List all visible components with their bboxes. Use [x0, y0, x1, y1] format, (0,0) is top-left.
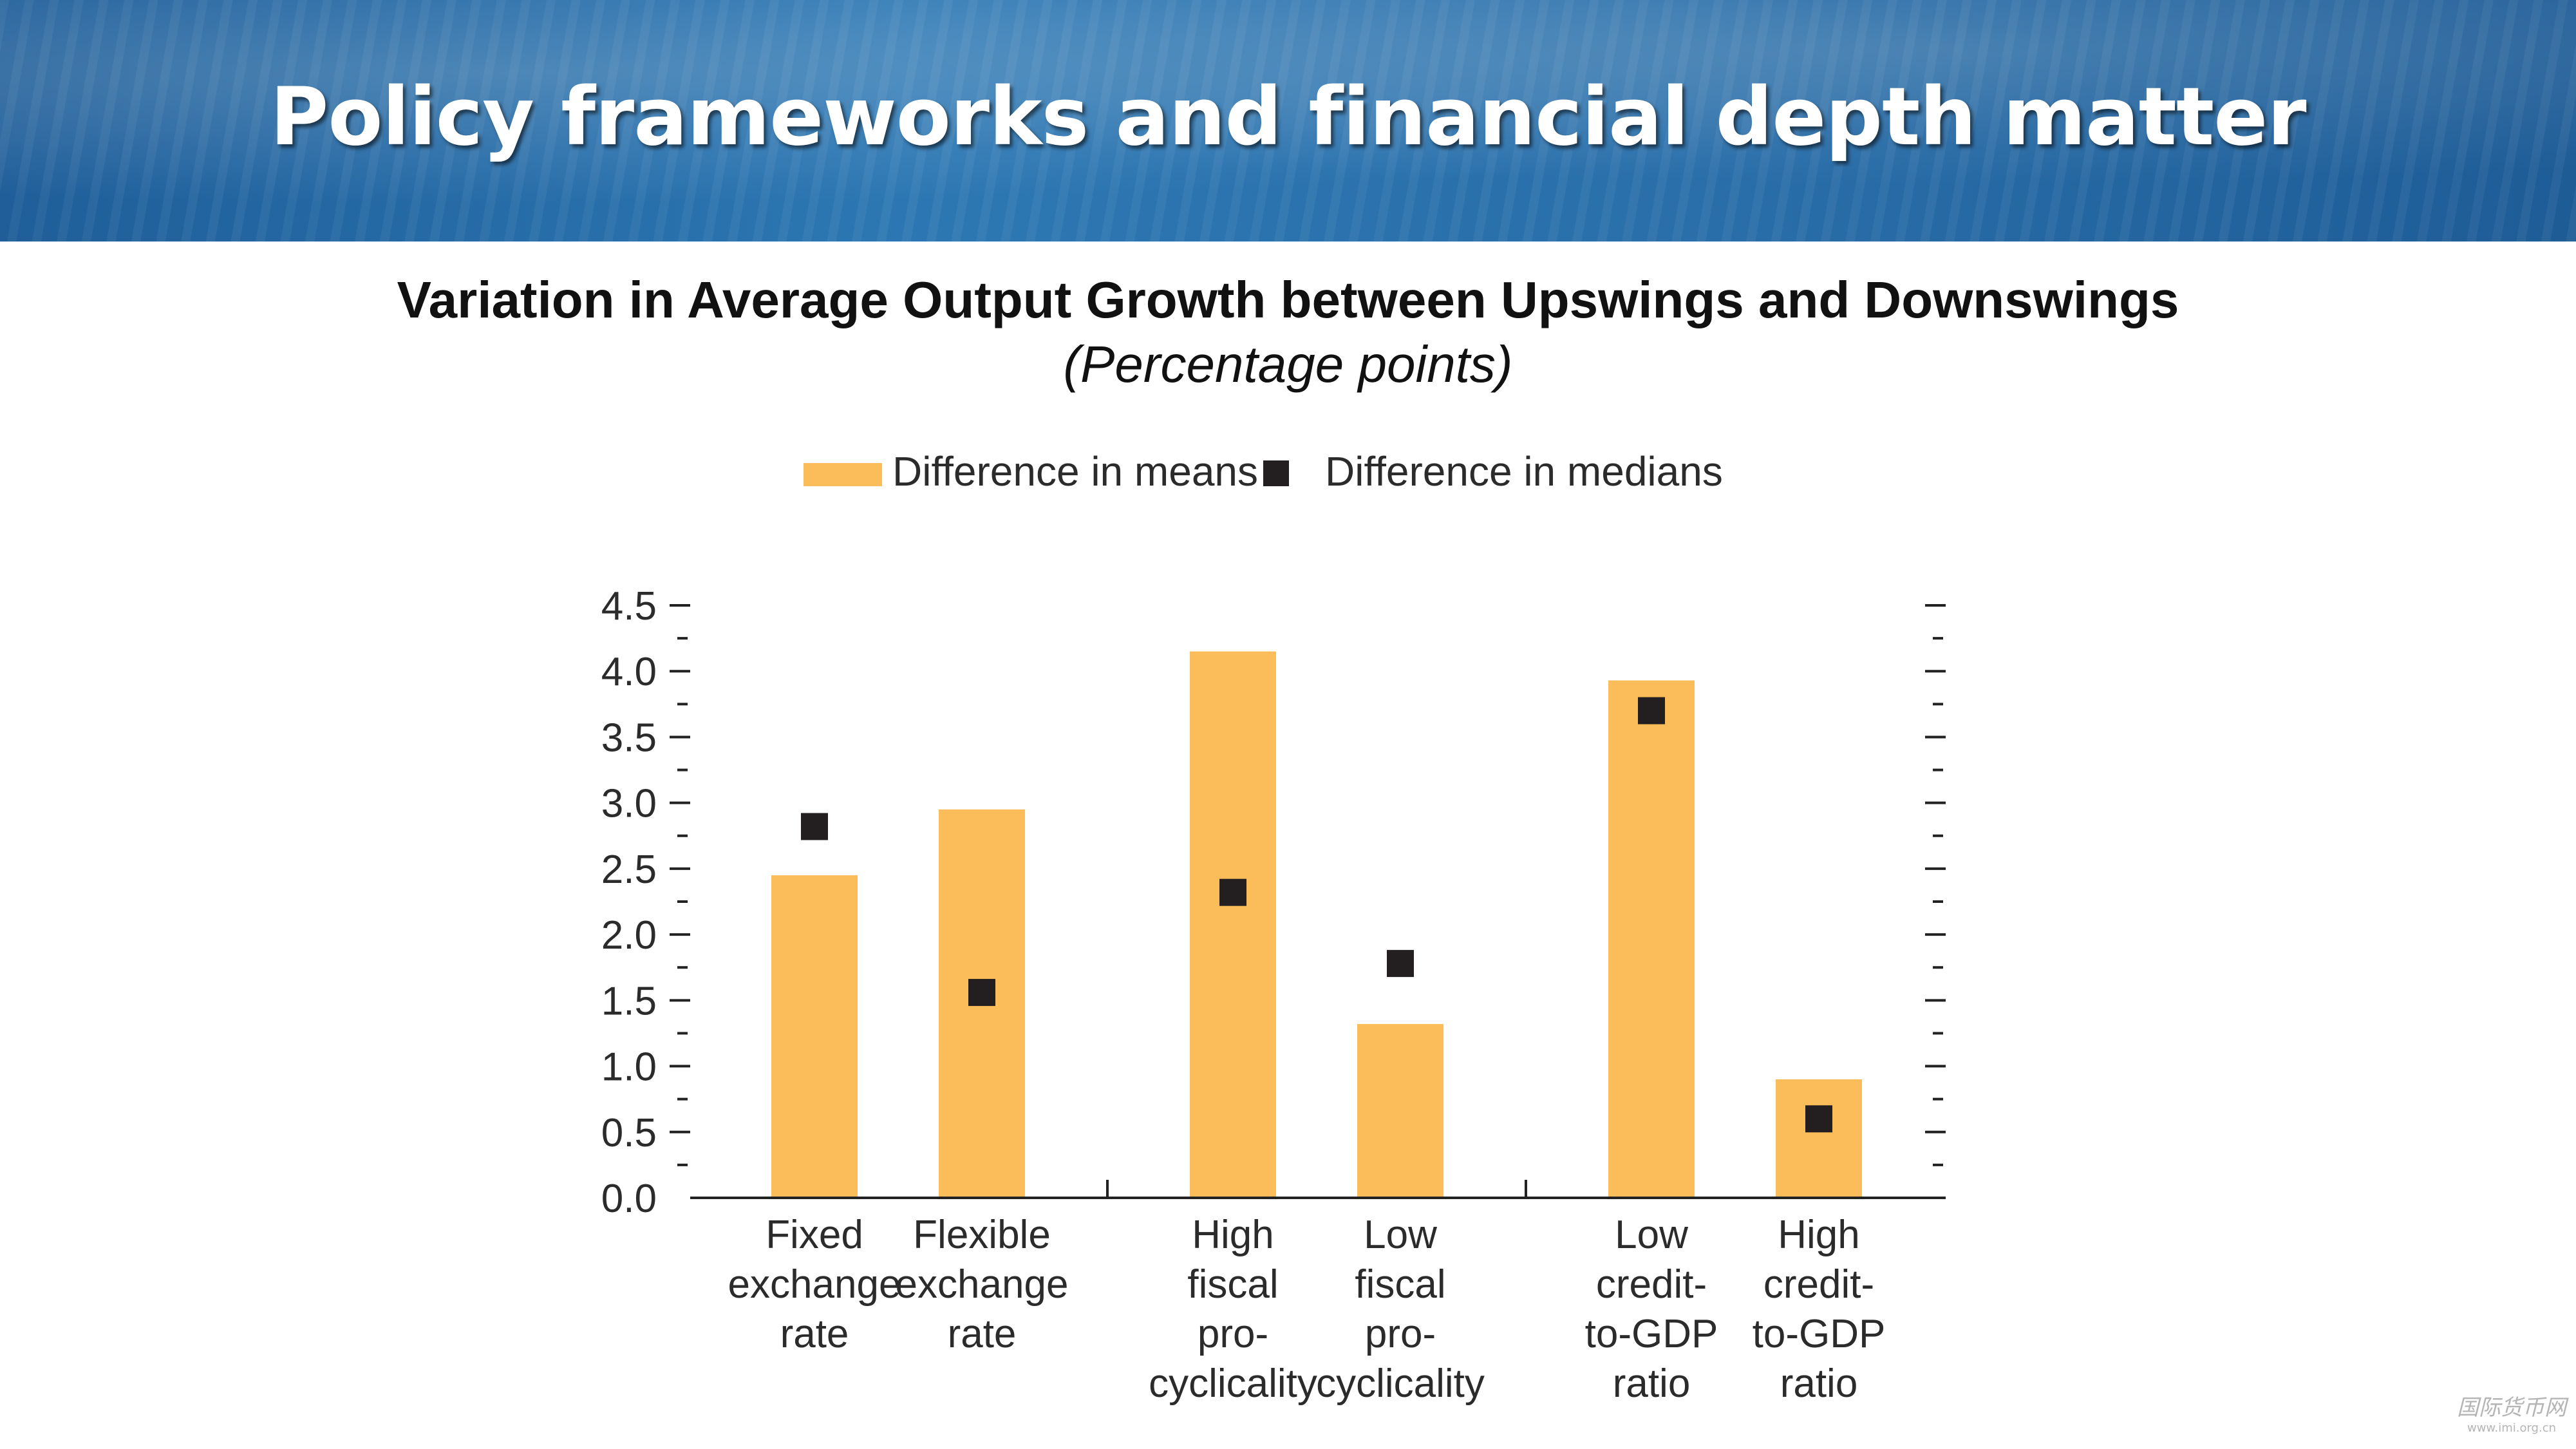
- y-tick-label: 2.5: [601, 848, 657, 892]
- legend-swatch-means: [804, 463, 882, 486]
- bar-series-means: [771, 651, 1862, 1198]
- title-banner: Policy frameworks and financial depth ma…: [0, 0, 2576, 242]
- chart-title: Variation in Average Output Growth betwe…: [397, 271, 2179, 328]
- watermark-url: www.imi.org.cn: [2467, 1421, 2557, 1435]
- y-axis-right: [1925, 604, 1946, 1166]
- marker-median: [1387, 950, 1414, 978]
- y-tick-label: 3.5: [601, 715, 657, 760]
- y-tick-label: 1.5: [601, 979, 657, 1023]
- legend-label-means: Difference in means: [892, 448, 1258, 495]
- y-tick-label: 0.0: [601, 1177, 657, 1221]
- y-tick-label: 4.0: [601, 650, 657, 694]
- x-category-label: Flexible exchange rate: [896, 1213, 1069, 1356]
- y-tick-label: 2.0: [601, 913, 657, 958]
- marker-median: [968, 979, 995, 1007]
- y-tick-label: 1.0: [601, 1045, 657, 1090]
- x-category-label: Low fiscal pro-cyclicality: [1316, 1213, 1485, 1406]
- chart-legend: Difference in means Difference in medians: [804, 448, 1723, 495]
- marker-median: [1638, 697, 1665, 724]
- bar-mean: [1357, 1024, 1443, 1198]
- x-category-label: High credit-to-GDP ratio: [1753, 1213, 1886, 1406]
- marker-median: [1805, 1105, 1832, 1133]
- y-tick-label: 0.5: [601, 1111, 657, 1155]
- bar-mean: [1190, 651, 1276, 1198]
- bar-mean: [1776, 1079, 1862, 1198]
- marker-series-medians: [801, 697, 1832, 1133]
- watermark-text: 国际货币网: [2457, 1395, 2566, 1421]
- chart-subtitle: (Percentage points): [1063, 336, 1513, 393]
- y-tick-label: 4.5: [601, 584, 657, 629]
- y-tick-label: 3.0: [601, 782, 657, 826]
- y-axis-left: 0.0 0.5 1.0 1.5 2.0 2.5 3.0 3.5 4.0 4.5: [601, 584, 690, 1221]
- bar-mean: [1608, 680, 1695, 1198]
- legend-label-medians: Difference in medians: [1325, 448, 1723, 495]
- marker-median: [1219, 878, 1246, 906]
- marker-median: [801, 813, 828, 840]
- bar-mean: [771, 875, 858, 1198]
- slide-title: Policy frameworks and financial depth ma…: [270, 71, 2307, 164]
- x-category-label: Low credit-to-GDP ratio: [1585, 1213, 1718, 1406]
- x-category-label: Fixed exchange rate: [728, 1213, 901, 1356]
- x-category-label: High fiscal pro-cyclicality: [1149, 1213, 1317, 1406]
- legend-swatch-medians: [1263, 460, 1289, 486]
- watermark-logo: 国际货币网 www.imi.org.cn: [2454, 1390, 2570, 1435]
